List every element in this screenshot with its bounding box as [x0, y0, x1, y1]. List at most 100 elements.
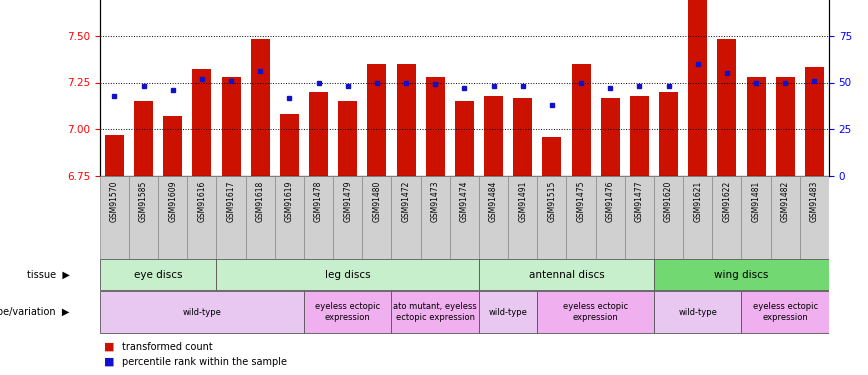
Text: GSM91479: GSM91479	[343, 180, 352, 222]
Text: GSM91570: GSM91570	[110, 180, 119, 222]
Text: GSM91622: GSM91622	[722, 180, 732, 222]
Bar	[129, 176, 158, 259]
Text: GSM91515: GSM91515	[548, 180, 556, 222]
Bar	[100, 260, 216, 290]
Bar	[741, 291, 829, 333]
Bar	[683, 176, 713, 259]
Text: GSM91618: GSM91618	[256, 180, 265, 222]
Bar	[100, 291, 304, 333]
Bar	[221, 77, 240, 176]
Bar	[601, 98, 620, 176]
Bar	[746, 77, 766, 176]
Bar	[508, 176, 537, 259]
Text: GSM91620: GSM91620	[664, 180, 673, 222]
Bar	[309, 92, 328, 176]
Bar	[625, 176, 654, 259]
Text: GSM91482: GSM91482	[780, 180, 790, 222]
Text: wild-type: wild-type	[678, 308, 717, 316]
Bar	[397, 64, 416, 176]
Text: GSM91473: GSM91473	[431, 180, 440, 222]
Text: GSM91481: GSM91481	[752, 180, 760, 222]
Text: transformed count: transformed count	[122, 342, 213, 352]
Bar	[246, 176, 275, 259]
Bar	[421, 176, 450, 259]
Bar	[484, 96, 503, 176]
Bar	[771, 176, 799, 259]
Text: GSM91477: GSM91477	[635, 180, 644, 222]
Bar	[479, 176, 508, 259]
Bar	[105, 135, 124, 176]
Text: GSM91478: GSM91478	[314, 180, 323, 222]
Bar	[304, 291, 391, 333]
Bar	[450, 176, 479, 259]
Bar	[513, 98, 532, 176]
Bar	[391, 176, 421, 259]
Bar	[391, 291, 479, 333]
Bar	[537, 176, 567, 259]
Text: ato mutant, eyeless
ectopic expression: ato mutant, eyeless ectopic expression	[393, 303, 477, 322]
Bar	[216, 176, 246, 259]
Text: tissue  ▶: tissue ▶	[27, 270, 69, 280]
Bar	[367, 64, 386, 176]
Text: ■: ■	[104, 357, 115, 367]
Bar	[216, 260, 479, 290]
Text: GSM91474: GSM91474	[460, 180, 469, 222]
Bar	[134, 101, 153, 176]
Bar	[339, 101, 358, 176]
Bar	[654, 176, 683, 259]
Bar	[479, 260, 654, 290]
Text: GSM91475: GSM91475	[576, 180, 586, 222]
Text: GSM91484: GSM91484	[489, 180, 498, 222]
Bar	[425, 77, 444, 176]
Bar	[659, 92, 678, 176]
Text: eyeless ectopic
expression: eyeless ectopic expression	[315, 303, 380, 322]
Text: eyeless ectopic
expression: eyeless ectopic expression	[563, 303, 628, 322]
Bar	[275, 176, 304, 259]
Bar	[776, 77, 795, 176]
Text: GSM91617: GSM91617	[227, 180, 235, 222]
Text: GSM91480: GSM91480	[372, 180, 381, 222]
Text: eye discs: eye discs	[134, 270, 182, 280]
Bar	[279, 114, 299, 176]
Bar	[630, 96, 649, 176]
Bar	[100, 176, 129, 259]
Text: percentile rank within the sample: percentile rank within the sample	[122, 357, 286, 367]
Bar	[741, 176, 771, 259]
Bar	[479, 291, 537, 333]
Text: GSM91483: GSM91483	[810, 180, 819, 222]
Bar	[595, 176, 625, 259]
Bar	[455, 101, 474, 176]
Text: wild-type: wild-type	[182, 308, 221, 316]
Bar	[163, 116, 182, 176]
Bar	[805, 68, 824, 176]
Bar	[688, 0, 707, 176]
Text: GSM91476: GSM91476	[606, 180, 615, 222]
Bar	[193, 69, 212, 176]
Text: wild-type: wild-type	[489, 308, 528, 316]
Bar	[713, 176, 741, 259]
Bar	[799, 176, 829, 259]
Bar	[158, 176, 187, 259]
Text: wing discs: wing discs	[714, 270, 769, 280]
Text: eyeless ectopic
expression: eyeless ectopic expression	[753, 303, 818, 322]
Bar	[571, 64, 590, 176]
Bar	[654, 291, 741, 333]
Text: GSM91491: GSM91491	[518, 180, 527, 222]
Bar	[251, 39, 270, 176]
Bar	[717, 39, 736, 176]
Bar	[187, 176, 216, 259]
Bar	[333, 176, 362, 259]
Text: GSM91621: GSM91621	[694, 180, 702, 222]
Bar	[654, 260, 829, 290]
Text: genotype/variation  ▶: genotype/variation ▶	[0, 307, 69, 317]
Text: leg discs: leg discs	[325, 270, 371, 280]
Text: antennal discs: antennal discs	[529, 270, 604, 280]
Bar	[542, 137, 562, 176]
Bar	[537, 291, 654, 333]
Text: GSM91585: GSM91585	[139, 180, 148, 222]
Bar	[567, 176, 595, 259]
Bar	[362, 176, 391, 259]
Text: GSM91619: GSM91619	[285, 180, 294, 222]
Text: GSM91472: GSM91472	[402, 180, 411, 222]
Bar	[304, 176, 333, 259]
